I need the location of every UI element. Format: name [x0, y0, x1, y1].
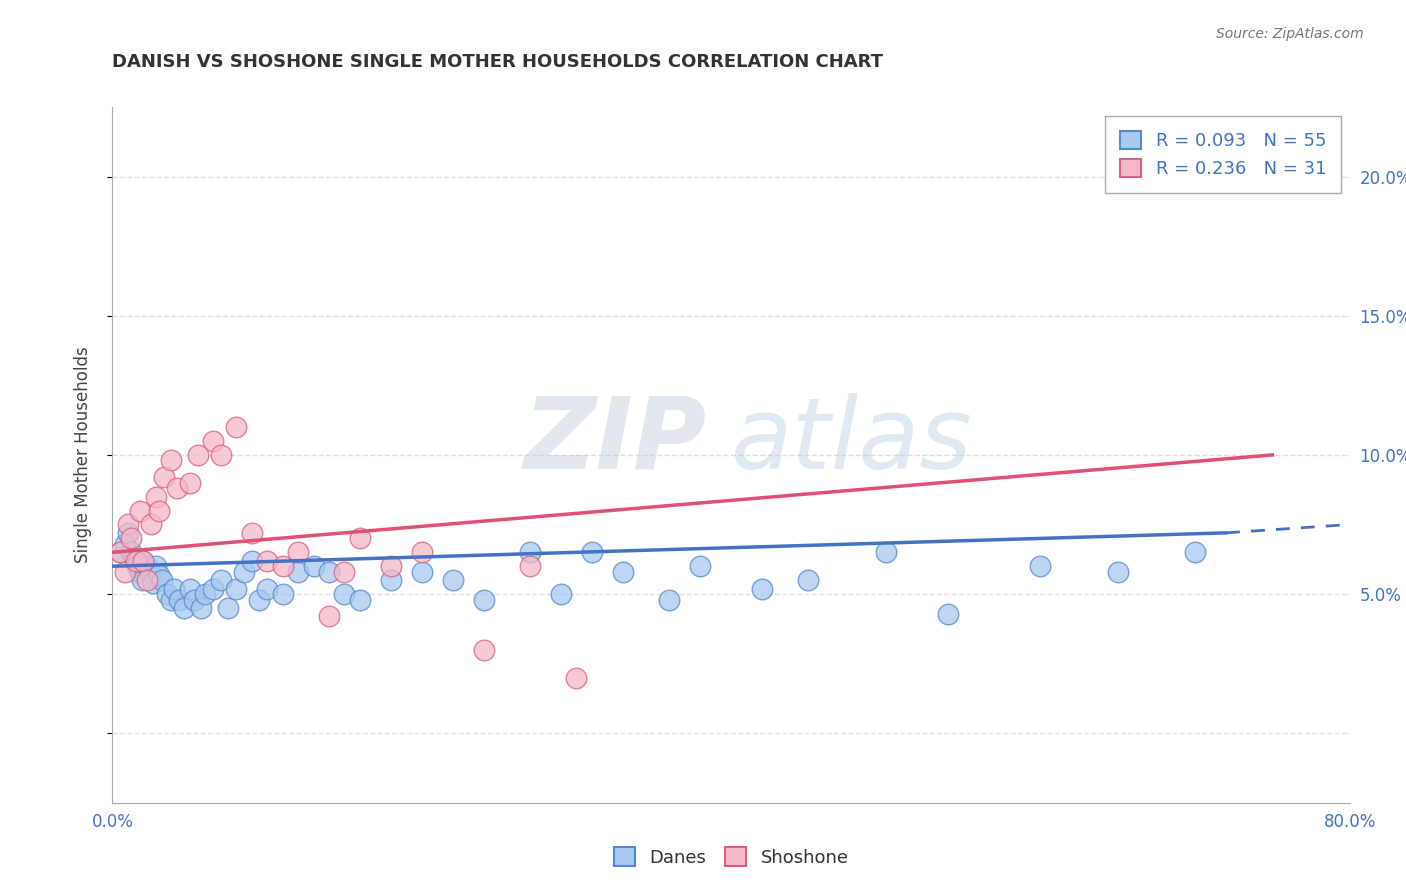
Text: Source: ZipAtlas.com: Source: ZipAtlas.com	[1216, 27, 1364, 41]
Point	[612, 565, 634, 579]
Point	[333, 565, 356, 579]
Point	[287, 565, 309, 579]
Point	[217, 601, 239, 615]
Point	[1029, 559, 1052, 574]
Point	[160, 592, 183, 607]
Point	[472, 592, 495, 607]
Point	[135, 573, 157, 587]
Point	[287, 545, 309, 559]
Point	[247, 592, 270, 607]
Point	[110, 545, 132, 559]
Point	[271, 587, 294, 601]
Text: DANISH VS SHOSHONE SINGLE MOTHER HOUSEHOLDS CORRELATION CHART: DANISH VS SHOSHONE SINGLE MOTHER HOUSEHO…	[112, 54, 883, 71]
Point	[179, 475, 201, 490]
Point	[751, 582, 773, 596]
Point	[132, 554, 155, 568]
Legend: Danes, Shoshone: Danes, Shoshone	[606, 840, 856, 874]
Point	[117, 525, 139, 540]
Point	[129, 503, 152, 517]
Point	[318, 565, 340, 579]
Point	[190, 601, 212, 615]
Point	[225, 582, 247, 596]
Point	[658, 592, 681, 607]
Point	[129, 565, 152, 579]
Point	[148, 567, 170, 582]
Point	[472, 642, 495, 657]
Point	[145, 559, 167, 574]
Point	[135, 559, 157, 574]
Point	[689, 559, 711, 574]
Point	[202, 434, 225, 448]
Point	[150, 573, 173, 587]
Point	[152, 470, 174, 484]
Point	[166, 481, 188, 495]
Point	[271, 559, 294, 574]
Point	[145, 490, 167, 504]
Point	[148, 503, 170, 517]
Point	[127, 559, 149, 574]
Point	[797, 573, 820, 587]
Point	[256, 582, 278, 596]
Point	[120, 532, 142, 546]
Point	[110, 545, 132, 559]
Point	[186, 448, 209, 462]
Point	[131, 573, 153, 587]
Point	[124, 554, 148, 568]
Point	[333, 587, 356, 601]
Point	[256, 554, 278, 568]
Text: ZIP: ZIP	[523, 392, 706, 490]
Point	[411, 545, 433, 559]
Point	[519, 545, 541, 559]
Point	[581, 545, 603, 559]
Point	[132, 554, 155, 568]
Point	[411, 565, 433, 579]
Point	[114, 565, 136, 579]
Point	[240, 554, 263, 568]
Point	[349, 532, 371, 546]
Point	[173, 601, 195, 615]
Point	[225, 420, 247, 434]
Point	[565, 671, 588, 685]
Y-axis label: Single Mother Households: Single Mother Households	[73, 347, 91, 563]
Point	[441, 573, 464, 587]
Point	[380, 559, 402, 574]
Point	[550, 587, 572, 601]
Point	[138, 565, 160, 579]
Point	[318, 609, 340, 624]
Point	[349, 592, 371, 607]
Point	[122, 550, 145, 565]
Point	[209, 448, 232, 462]
Point	[380, 573, 402, 587]
Point	[117, 517, 139, 532]
Point	[141, 517, 163, 532]
Point	[936, 607, 959, 621]
Point	[233, 565, 256, 579]
Point	[120, 545, 142, 559]
Point	[183, 592, 205, 607]
Point	[160, 453, 183, 467]
Point	[202, 582, 225, 596]
Point	[209, 573, 232, 587]
Point	[1107, 565, 1129, 579]
Point	[519, 559, 541, 574]
Point	[142, 576, 165, 591]
Point	[240, 525, 263, 540]
Point	[179, 582, 201, 596]
Point	[155, 587, 177, 601]
Point	[163, 582, 186, 596]
Point	[194, 587, 217, 601]
Point	[167, 592, 190, 607]
Point	[875, 545, 897, 559]
Text: atlas: atlas	[731, 392, 973, 490]
Legend: R = 0.093   N = 55, R = 0.236   N = 31: R = 0.093 N = 55, R = 0.236 N = 31	[1105, 116, 1341, 193]
Point	[302, 559, 325, 574]
Point	[1184, 545, 1206, 559]
Point	[114, 537, 136, 551]
